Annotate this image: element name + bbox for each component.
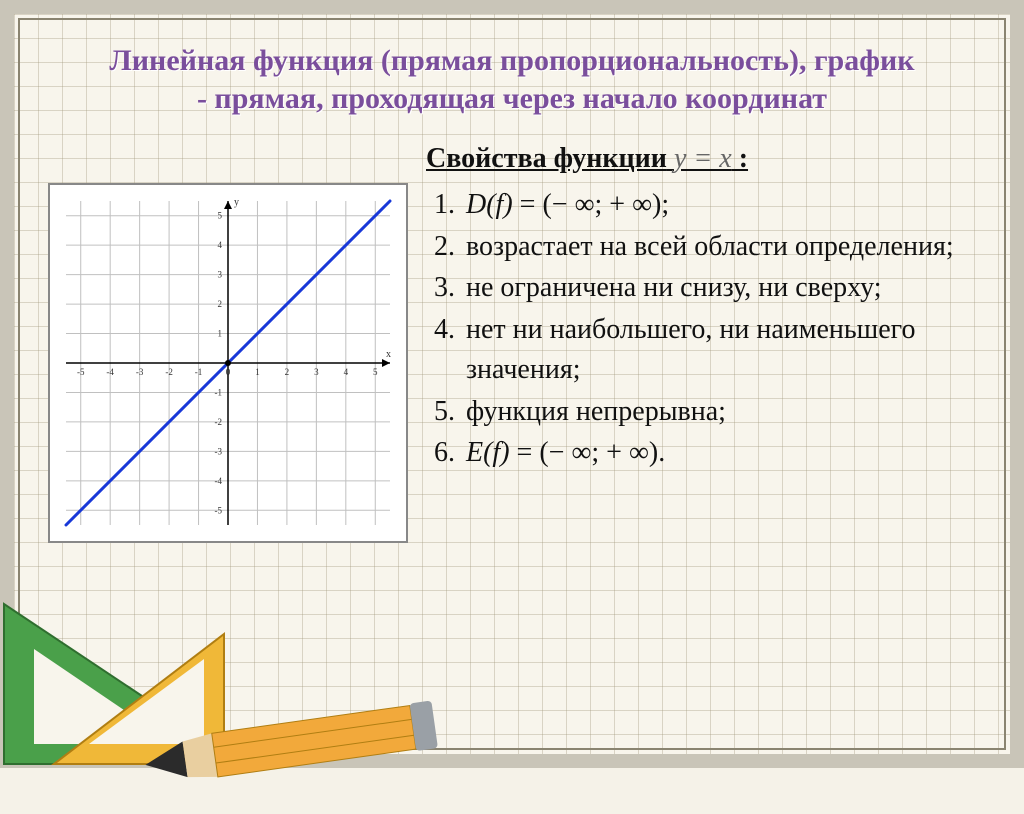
properties-function: y = x	[674, 143, 732, 174]
property-item: E(f) = (− ∞; + ∞).	[462, 433, 976, 473]
properties-panel: Свойства функции y = x : D(f) = (− ∞; + …	[426, 139, 976, 475]
svg-text:4: 4	[218, 240, 223, 250]
svg-text:-4: -4	[106, 367, 114, 377]
property-item: D(f) = (− ∞; + ∞);	[462, 185, 976, 225]
svg-text:1: 1	[218, 329, 223, 339]
page-title: Линейная функция (прямая пропорционально…	[14, 14, 1010, 135]
properties-heading-text: Свойства функции	[426, 143, 667, 174]
linear-function-chart: -5-4-3-2-1012345-5-4-3-2-112345xy	[48, 183, 408, 543]
svg-text:-2: -2	[165, 367, 173, 377]
svg-text:y: y	[234, 197, 239, 208]
svg-text:x: x	[386, 349, 391, 360]
svg-text:3: 3	[218, 270, 223, 280]
property-item: не ограничена ни снизу, ни сверху;	[462, 268, 976, 308]
svg-text:-4: -4	[215, 476, 223, 486]
svg-text:-3: -3	[215, 446, 223, 456]
svg-text:2: 2	[218, 299, 223, 309]
properties-colon: :	[732, 143, 748, 174]
svg-text:3: 3	[314, 367, 319, 377]
svg-text:-5: -5	[215, 505, 223, 515]
svg-text:2: 2	[285, 367, 290, 377]
svg-text:-1: -1	[215, 387, 223, 397]
property-item: функция непрерывна;	[462, 392, 976, 432]
properties-list: D(f) = (− ∞; + ∞);возрастает на всей обл…	[426, 185, 976, 473]
svg-text:-2: -2	[215, 417, 223, 427]
svg-text:-3: -3	[136, 367, 144, 377]
svg-text:1: 1	[255, 367, 259, 377]
svg-text:-1: -1	[195, 367, 203, 377]
svg-text:-5: -5	[77, 367, 85, 377]
svg-text:5: 5	[373, 367, 378, 377]
property-item: возрастает на всей области определения;	[462, 227, 976, 267]
property-item: нет ни наибольшего, ни наименьшего значе…	[462, 310, 976, 390]
svg-text:4: 4	[344, 367, 349, 377]
svg-text:5: 5	[218, 211, 223, 221]
properties-heading: Свойства функции y = x :	[426, 139, 976, 179]
svg-text:0: 0	[226, 367, 231, 377]
